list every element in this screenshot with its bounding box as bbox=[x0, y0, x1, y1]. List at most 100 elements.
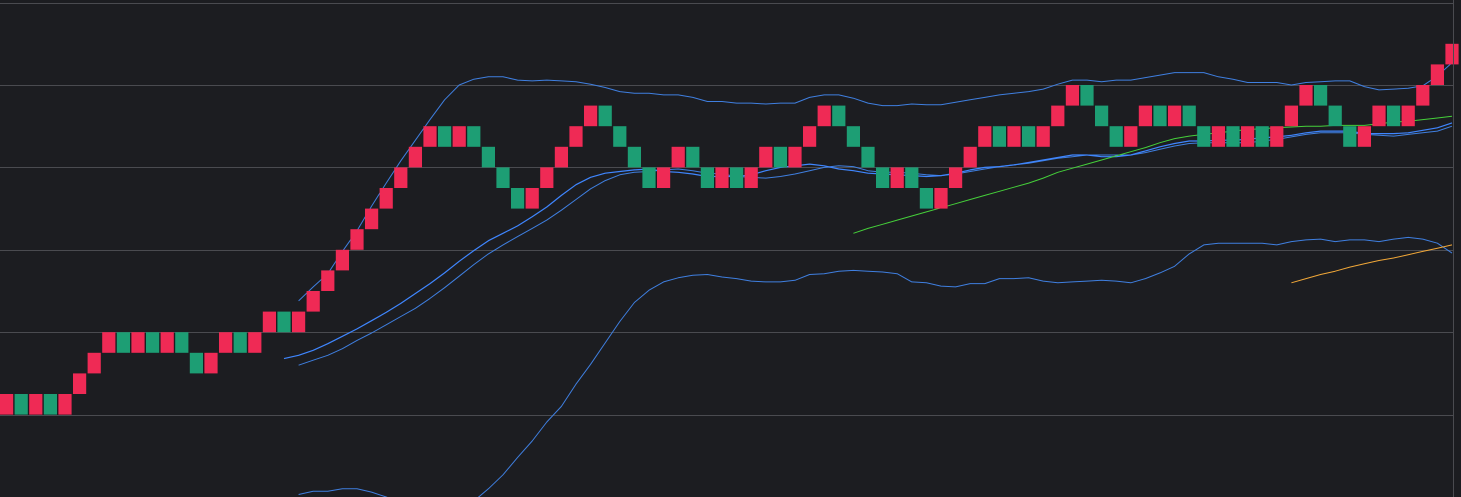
renko-brick-up bbox=[1445, 43, 1459, 65]
renko-brick-up bbox=[1299, 85, 1313, 106]
renko-brick-up bbox=[934, 188, 948, 209]
renko-brick-up bbox=[321, 270, 335, 291]
renko-brick-down bbox=[277, 311, 291, 333]
renko-brick-up bbox=[1124, 126, 1138, 147]
renko-brick-down bbox=[700, 167, 714, 188]
renko-brick-up bbox=[584, 105, 598, 127]
renko-brick-down bbox=[438, 126, 452, 147]
series-line-bb-lower bbox=[298, 236, 1453, 497]
renko-brick-down bbox=[861, 146, 875, 168]
brick-layer bbox=[0, 43, 1459, 415]
renko-brick-up bbox=[219, 332, 233, 353]
renko-brick-up bbox=[1372, 105, 1386, 127]
renko-brick-up bbox=[671, 146, 685, 168]
renko-brick-up bbox=[350, 229, 364, 250]
renko-brick-up bbox=[569, 126, 583, 147]
renko-brick-down bbox=[627, 146, 641, 168]
renko-brick-down bbox=[1153, 105, 1167, 127]
renko-brick-down bbox=[43, 394, 57, 415]
renko-brick-up bbox=[58, 394, 72, 415]
renko-brick-up bbox=[1357, 126, 1371, 147]
renko-brick-down bbox=[481, 146, 495, 168]
renko-brick-up bbox=[1241, 126, 1255, 147]
renko-brick-up bbox=[87, 352, 101, 374]
renko-brick-down bbox=[832, 105, 846, 127]
renko-brick-down bbox=[511, 188, 525, 209]
renko-brick-down bbox=[686, 146, 700, 168]
renko-brick-down bbox=[1080, 85, 1094, 106]
renko-brick-up bbox=[335, 249, 349, 271]
renko-brick-down bbox=[175, 332, 189, 353]
renko-brick-up bbox=[715, 167, 729, 188]
renko-brick-up bbox=[262, 311, 276, 333]
renko-brick-up bbox=[160, 332, 174, 353]
renko-brick-up bbox=[365, 208, 379, 230]
series-line-bb-upper bbox=[298, 62, 1453, 302]
renko-brick-up bbox=[1051, 105, 1065, 127]
renko-brick-up bbox=[803, 126, 817, 147]
renko-brick-up bbox=[0, 394, 14, 415]
renko-brick-down bbox=[14, 394, 28, 415]
renko-brick-down bbox=[1095, 105, 1109, 127]
renko-brick-down bbox=[1387, 105, 1401, 127]
renko-brick-up bbox=[29, 394, 43, 415]
renko-brick-up bbox=[540, 167, 554, 188]
renko-brick-up bbox=[759, 146, 773, 168]
renko-brick-down bbox=[496, 167, 510, 188]
renko-brick-up bbox=[102, 332, 116, 353]
renko-brick-down bbox=[730, 167, 744, 188]
renko-brick-up bbox=[890, 167, 904, 188]
renko-brick-down bbox=[1109, 126, 1123, 147]
renko-brick-down bbox=[1022, 126, 1036, 147]
renko-brick-down bbox=[1314, 85, 1328, 106]
renko-brick-up bbox=[131, 332, 145, 353]
renko-brick-up bbox=[204, 352, 218, 374]
renko-brick-up bbox=[963, 146, 977, 168]
renko-brick-down bbox=[613, 126, 627, 147]
renko-brick-up bbox=[248, 332, 262, 353]
renko-brick-up bbox=[1065, 85, 1079, 106]
renko-brick-down bbox=[876, 167, 890, 188]
renko-brick-down bbox=[1182, 105, 1196, 127]
renko-brick-down bbox=[189, 352, 203, 374]
renko-brick-up bbox=[1036, 126, 1050, 147]
renko-brick-up bbox=[394, 167, 408, 188]
renko-brick-up bbox=[1138, 105, 1152, 127]
renko-brick-up bbox=[1416, 85, 1430, 106]
renko-brick-down bbox=[598, 105, 612, 127]
renko-brick-up bbox=[1168, 105, 1182, 127]
renko-brick-down bbox=[233, 332, 247, 353]
renko-brick-down bbox=[1255, 126, 1269, 147]
series-line-ma-slow bbox=[853, 115, 1453, 234]
renko-brick-up bbox=[1007, 126, 1021, 147]
renko-brick-up bbox=[525, 188, 539, 209]
renko-brick-down bbox=[1343, 126, 1357, 147]
renko-brick-up bbox=[73, 373, 87, 394]
renko-brick-down bbox=[146, 332, 160, 353]
renko-brick-up bbox=[817, 105, 831, 127]
renko-brick-up bbox=[408, 146, 422, 168]
renko-brick-down bbox=[1197, 126, 1211, 147]
renko-brick-down bbox=[1226, 126, 1240, 147]
renko-brick-down bbox=[846, 126, 860, 147]
renko-brick-up bbox=[657, 167, 671, 188]
renko-brick-up bbox=[744, 167, 758, 188]
renko-brick-up bbox=[788, 146, 802, 168]
series-line-ma-long bbox=[1291, 244, 1453, 284]
renko-brick-up bbox=[379, 188, 393, 209]
renko-brick-down bbox=[642, 167, 656, 188]
renko-brick-up bbox=[1270, 126, 1284, 147]
renko-brick-up bbox=[1284, 105, 1298, 127]
renko-brick-down bbox=[1328, 105, 1342, 127]
renko-brick-up bbox=[306, 291, 320, 312]
renko-brick-down bbox=[773, 146, 787, 168]
renko-brick-up bbox=[292, 311, 306, 333]
renko-brick-up bbox=[1401, 105, 1415, 127]
renko-brick-up bbox=[978, 126, 992, 147]
renko-brick-up bbox=[1211, 126, 1225, 147]
renko-brick-down bbox=[116, 332, 130, 353]
renko-brick-up bbox=[1430, 64, 1444, 85]
